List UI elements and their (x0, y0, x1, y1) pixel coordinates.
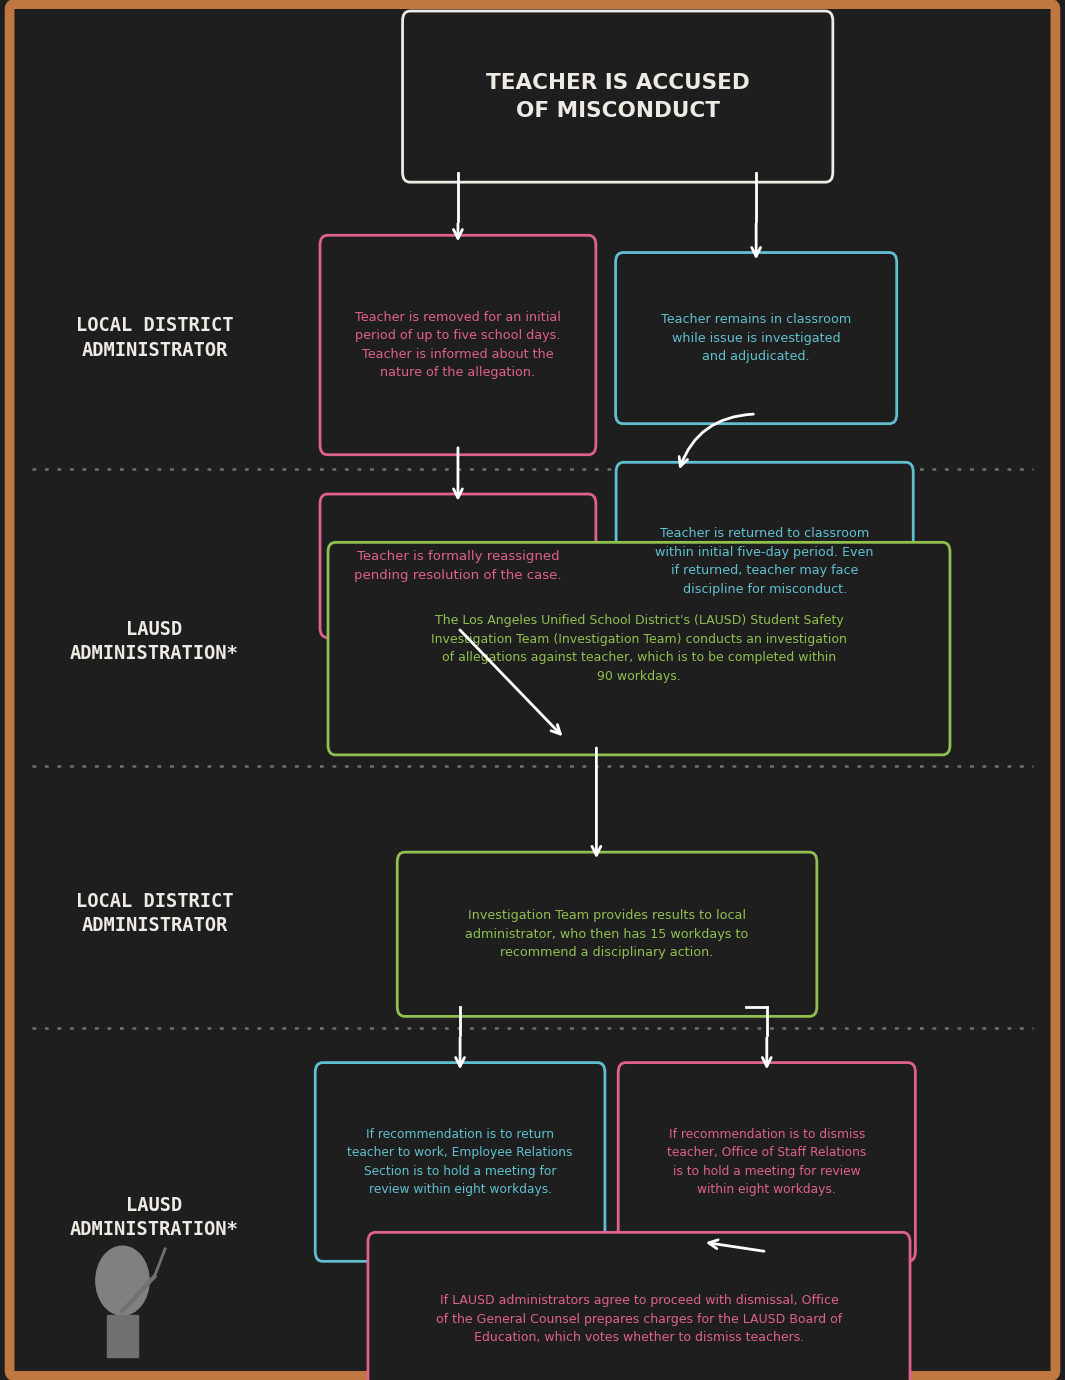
Text: Investigation Team provides results to local
administrator, who then has 15 work: Investigation Team provides results to l… (465, 909, 749, 959)
FancyBboxPatch shape (315, 1063, 605, 1261)
FancyBboxPatch shape (10, 4, 1055, 1376)
Circle shape (96, 1246, 149, 1315)
FancyBboxPatch shape (368, 1232, 910, 1380)
FancyBboxPatch shape (403, 11, 833, 182)
FancyBboxPatch shape (397, 851, 817, 1016)
Text: LAUSD
ADMINISTRATION*: LAUSD ADMINISTRATION* (70, 620, 239, 664)
Text: If recommendation is to dismiss
teacher, Office of Staff Relations
is to hold a : If recommendation is to dismiss teacher,… (667, 1127, 867, 1196)
Text: LAUSD
ADMINISTRATION*: LAUSD ADMINISTRATION* (70, 1195, 239, 1239)
Text: LOCAL DISTRICT
ADMINISTRATOR: LOCAL DISTRICT ADMINISTRATOR (76, 316, 233, 360)
FancyBboxPatch shape (618, 1063, 915, 1261)
Text: LOCAL DISTRICT
ADMINISTRATOR: LOCAL DISTRICT ADMINISTRATOR (76, 891, 233, 936)
Text: If LAUSD administrators agree to proceed with dismissal, Office
of the General C: If LAUSD administrators agree to proceed… (436, 1294, 842, 1344)
Text: TEACHER IS ACCUSED
OF MISCONDUCT: TEACHER IS ACCUSED OF MISCONDUCT (486, 73, 750, 120)
Text: Teacher is returned to classroom
within initial five-day period. Even
if returne: Teacher is returned to classroom within … (655, 527, 874, 596)
Text: If recommendation is to return
teacher to work, Employee Relations
Section is to: If recommendation is to return teacher t… (347, 1127, 573, 1196)
FancyBboxPatch shape (320, 235, 595, 455)
Text: Teacher is formally reassigned
pending resolution of the case.: Teacher is formally reassigned pending r… (355, 551, 561, 581)
Text: Teacher is removed for an initial
period of up to five school days.
Teacher is i: Teacher is removed for an initial period… (355, 310, 561, 380)
FancyBboxPatch shape (328, 542, 950, 755)
FancyBboxPatch shape (320, 494, 595, 638)
Text: Teacher remains in classroom
while issue is investigated
and adjudicated.: Teacher remains in classroom while issue… (661, 313, 851, 363)
FancyBboxPatch shape (616, 462, 913, 661)
FancyArrow shape (106, 1315, 138, 1357)
Text: The Los Angeles Unified School District's (LAUSD) Student Safety
Investigation T: The Los Angeles Unified School District'… (431, 614, 847, 683)
FancyBboxPatch shape (616, 253, 897, 424)
